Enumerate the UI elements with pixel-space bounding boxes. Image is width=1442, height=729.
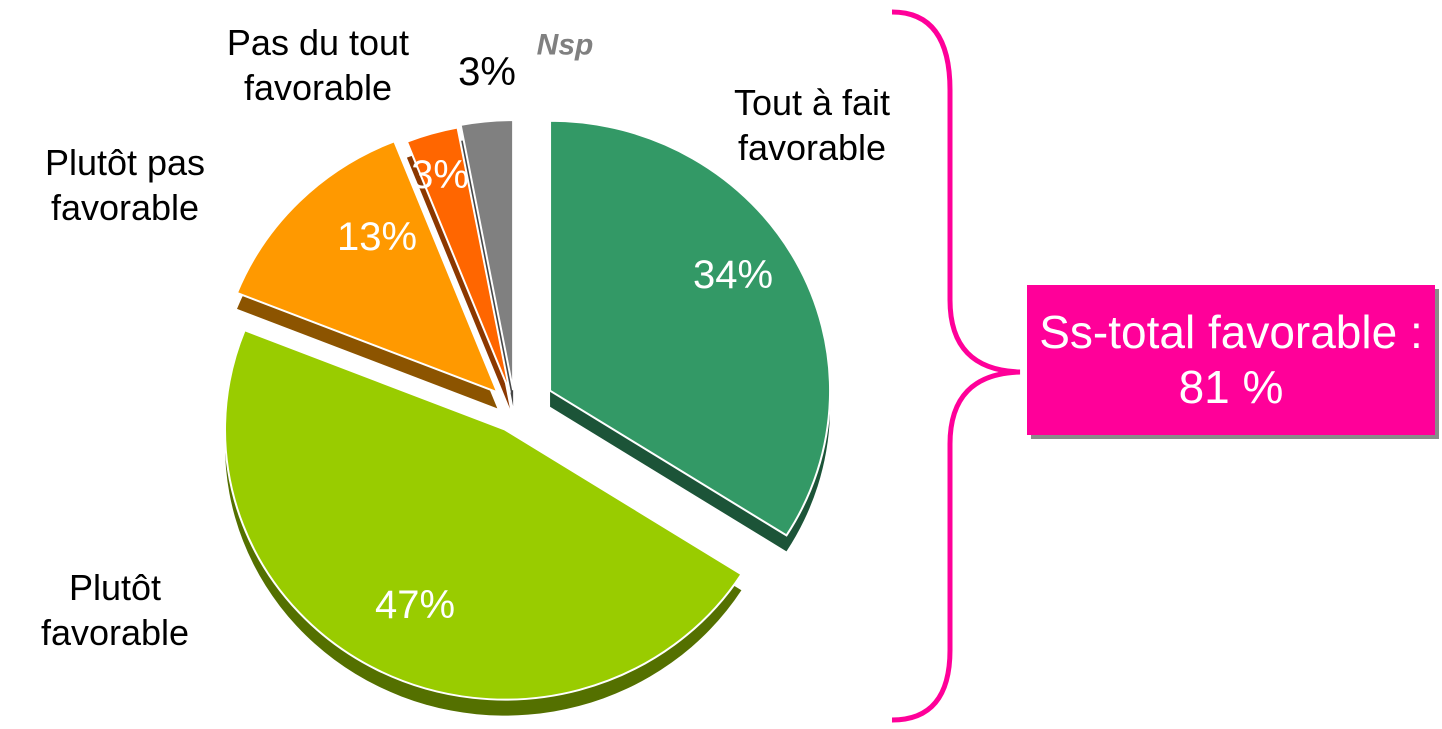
category-label: Plutôt favorable [40, 567, 190, 653]
slice-side [406, 143, 510, 409]
value-label: 13% [336, 215, 418, 259]
slice [459, 119, 515, 391]
value-label: 3% [458, 50, 516, 94]
value-label: 3% [411, 153, 469, 197]
annotation: Ss-total favorable : 81 % [1039, 305, 1423, 413]
category-label: Plutôt pas favorable [44, 142, 206, 228]
subtotal-box: Ss-total favorable : 81 % [1027, 285, 1435, 435]
brace [891, 9, 1021, 723]
value-label: 34% [692, 253, 774, 297]
value-label: 47% [374, 583, 456, 627]
slice [235, 140, 500, 395]
slice [405, 126, 511, 394]
slice [224, 328, 743, 701]
slice [549, 119, 832, 537]
category-label: Tout à fait favorable [733, 82, 891, 168]
category-label: Nsp [536, 28, 594, 62]
category-label: Pas du tout favorable [226, 22, 410, 108]
